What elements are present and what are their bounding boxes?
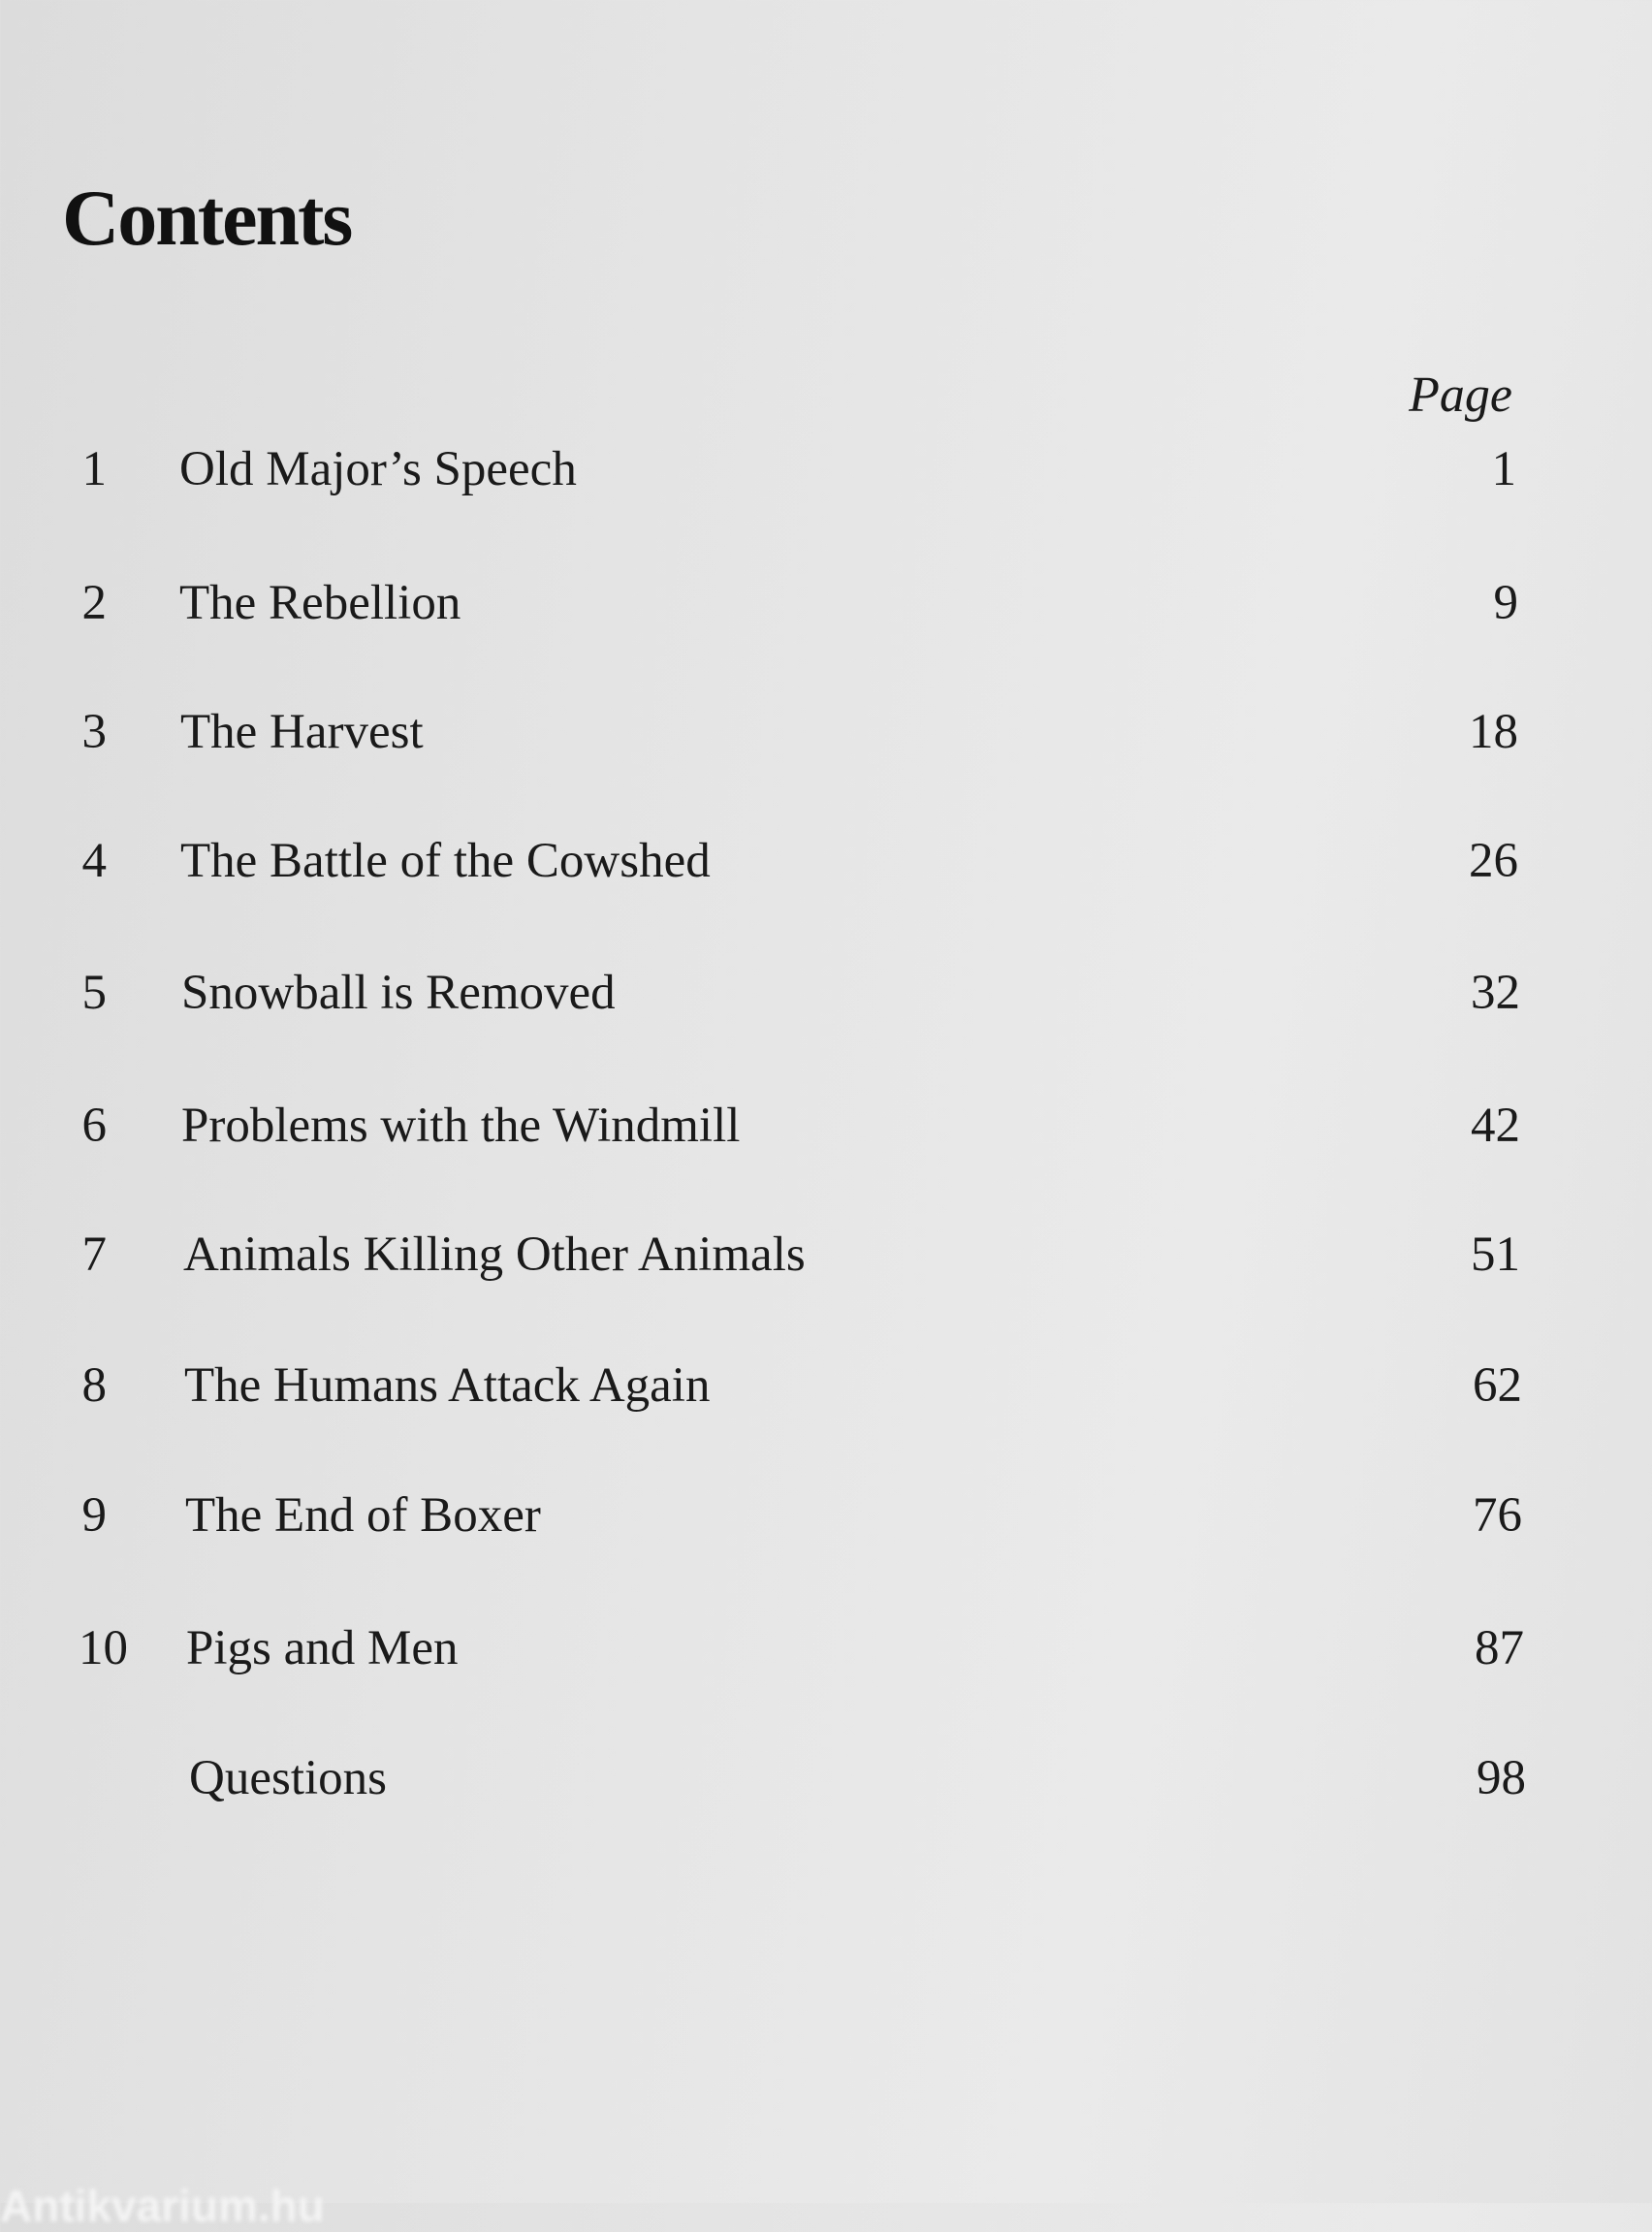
chapter-page: 98 bbox=[1477, 1751, 1526, 1805]
chapter-number: 6 bbox=[81, 1099, 108, 1153]
chapter-page: 42 bbox=[1471, 1099, 1520, 1153]
chapter-number: 5 bbox=[81, 966, 108, 1020]
toc-entry: 4 The Battle of the Cowshed 26 bbox=[0, 833, 1652, 901]
toc-entry: 3 The Harvest 18 bbox=[0, 704, 1652, 772]
toc-entry: 5 Snowball is Removed 32 bbox=[0, 965, 1652, 1033]
chapter-number: 2 bbox=[81, 576, 108, 630]
toc-entry: 9 The End of Boxer 76 bbox=[0, 1487, 1652, 1555]
chapter-number: 4 bbox=[81, 834, 108, 888]
toc-entry: Questions 98 bbox=[0, 1750, 1652, 1818]
chapter-title: The Humans Attack Again bbox=[184, 1358, 711, 1413]
chapter-number: 7 bbox=[81, 1228, 108, 1282]
chapter-page: 32 bbox=[1471, 966, 1520, 1020]
chapter-page: 1 bbox=[1491, 442, 1517, 496]
toc-entry: 7 Animals Killing Other Animals 51 bbox=[0, 1227, 1652, 1294]
chapter-title: Animals Killing Other Animals bbox=[183, 1228, 806, 1282]
chapter-page: 9 bbox=[1493, 576, 1519, 630]
chapter-title: Problems with the Windmill bbox=[181, 1099, 741, 1153]
toc-entry: 6 Problems with the Windmill 42 bbox=[0, 1098, 1652, 1165]
chapter-title: Snowball is Removed bbox=[181, 966, 616, 1020]
toc-entry: 1 Old Major’s Speech 1 bbox=[0, 441, 1652, 509]
chapter-number: 8 bbox=[81, 1358, 108, 1413]
page-column-label: Page bbox=[1409, 367, 1512, 423]
toc-entry: 10 Pigs and Men 87 bbox=[0, 1620, 1652, 1688]
chapter-page: 76 bbox=[1473, 1488, 1522, 1543]
chapter-number: 3 bbox=[81, 705, 108, 759]
chapter-page: 51 bbox=[1471, 1228, 1520, 1282]
chapter-number: 1 bbox=[81, 442, 108, 496]
page-title: Contents bbox=[62, 174, 353, 262]
chapter-title: Questions bbox=[189, 1751, 387, 1805]
chapter-title: The Harvest bbox=[180, 705, 424, 759]
chapter-title: The Rebellion bbox=[179, 576, 461, 630]
chapter-page: 87 bbox=[1475, 1621, 1524, 1675]
toc-entry: 2 The Rebellion 9 bbox=[0, 575, 1652, 643]
chapter-number: 10 bbox=[79, 1621, 128, 1675]
chapter-number: 9 bbox=[81, 1488, 108, 1543]
watermark: Antikvarium.hu bbox=[0, 2181, 325, 2231]
chapter-page: 26 bbox=[1469, 834, 1518, 888]
chapter-title: The Battle of the Cowshed bbox=[180, 834, 711, 888]
chapter-title: Old Major’s Speech bbox=[179, 442, 577, 496]
chapter-title: The End of Boxer bbox=[185, 1488, 541, 1543]
chapter-page: 18 bbox=[1469, 705, 1518, 759]
chapter-page: 62 bbox=[1473, 1358, 1522, 1413]
toc-entry: 8 The Humans Attack Again 62 bbox=[0, 1357, 1652, 1425]
chapter-title: Pigs and Men bbox=[186, 1621, 459, 1675]
